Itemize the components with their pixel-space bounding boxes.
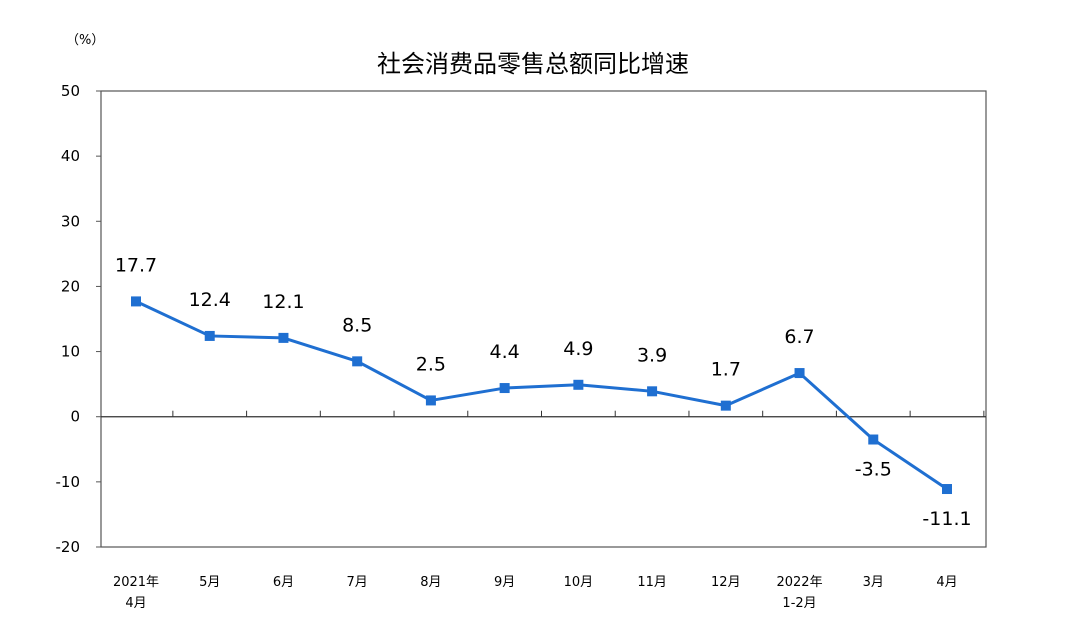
data-point-marker	[204, 330, 215, 341]
data-label: -3.5	[855, 459, 892, 481]
data-point-marker	[573, 379, 584, 390]
x-tick-label: 7月	[347, 575, 368, 590]
x-tick-label: 4月	[125, 596, 146, 611]
data-labels: 17.7 12.4 12.1 8.5 2.5 4.4 4.9 3.9 1.7 6.7 -3.5 -11…	[115, 254, 972, 530]
y-tick-label: 40	[61, 147, 80, 165]
y-tick-label: 20	[61, 277, 80, 295]
data-point-marker	[647, 386, 658, 397]
data-label: 17.7	[115, 254, 157, 276]
data-label: 4.9	[563, 338, 593, 360]
x-tick-label: 8月	[420, 575, 441, 590]
data-label: 12.4	[189, 289, 231, 311]
y-tick-label: -10	[56, 473, 81, 491]
data-point-marker	[499, 383, 510, 394]
data-label: 3.9	[637, 344, 667, 366]
data-point-marker	[425, 395, 436, 406]
x-tick-label: 9月	[494, 575, 515, 590]
data-label: -11.1	[922, 508, 971, 530]
x-tick-label: 3月	[863, 575, 884, 590]
series-layer	[131, 296, 952, 495]
data-point-marker	[794, 368, 805, 379]
data-point-marker	[352, 356, 363, 367]
x-tick-label: 2021年	[113, 575, 159, 590]
y-unit-label: （%）	[66, 33, 104, 48]
x-tick-label: 6月	[273, 575, 294, 590]
y-tick-label: 50	[61, 82, 80, 100]
x-tick-label: 11月	[637, 575, 667, 590]
x-tick-label: 4月	[936, 575, 957, 590]
series-line	[135, 300, 948, 491]
data-label: 1.7	[711, 359, 741, 381]
x-tick-label: 1-2月	[782, 596, 816, 611]
data-label: 12.1	[262, 291, 304, 313]
y-tick-label: 0	[70, 408, 80, 426]
y-tick-label: 10	[61, 343, 80, 361]
data-point-marker	[868, 434, 879, 445]
x-tick-label: 12月	[711, 575, 741, 590]
data-label: 8.5	[342, 314, 372, 336]
x-tick-label: 5月	[199, 575, 220, 590]
y-tick-label: 30	[61, 212, 80, 230]
data-point-marker	[942, 484, 952, 495]
x-tick-label: 10月	[564, 575, 594, 590]
chart-title: 社会消费品零售总额同比增速	[377, 50, 689, 78]
data-label: 2.5	[416, 353, 446, 375]
data-point-marker	[278, 332, 289, 343]
x-tick-label: 2022年	[776, 575, 822, 590]
y-axis: 50 40 30 20 10 0 -10 -20	[56, 82, 101, 556]
y-tick-label: -20	[56, 538, 81, 556]
data-point-marker	[131, 296, 141, 307]
data-point-marker	[720, 400, 731, 411]
plot-frame	[100, 90, 987, 548]
data-label: 4.4	[490, 341, 520, 363]
data-label: 6.7	[784, 326, 814, 348]
x-axis: 2021年 4月 5月 6月 7月 8月 9月 10月 11月 12月 2022年 1-2月 3月 4月	[113, 410, 985, 611]
